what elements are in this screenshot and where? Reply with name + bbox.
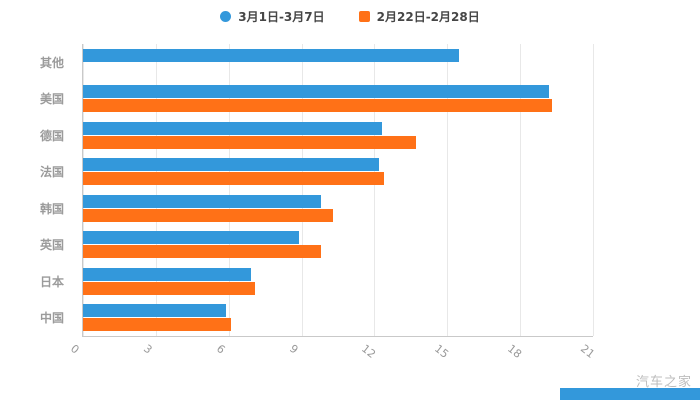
- y-axis-label: 德国: [40, 128, 65, 143]
- plot-area: [82, 44, 594, 337]
- bar-德国-series0[interactable]: [83, 121, 382, 135]
- bar-英国-series1[interactable]: [83, 245, 321, 259]
- bar-中国-series0[interactable]: [83, 304, 227, 318]
- y-axis-label: 中国: [40, 311, 65, 326]
- x-tick-label: 6: [213, 342, 228, 357]
- watermark-bar: [560, 388, 700, 400]
- gridline: [447, 44, 449, 336]
- bar-美国-series0[interactable]: [83, 85, 550, 99]
- gridline: [155, 44, 157, 336]
- y-axis-label: 韩国: [40, 201, 65, 216]
- gridline: [301, 44, 303, 336]
- watermark-text: 汽车之家: [635, 375, 692, 390]
- gridline: [593, 44, 594, 336]
- bar-韩国-series0[interactable]: [83, 194, 321, 208]
- legend-item[interactable]: 2月22日-2月28日: [358, 8, 480, 25]
- bar-日本-series0[interactable]: [83, 267, 251, 281]
- x-tick-label: 3: [140, 342, 155, 357]
- x-tick-label: 9: [286, 342, 301, 357]
- x-tick-label: 12: [359, 342, 379, 361]
- y-axis-label: 英国: [40, 238, 65, 253]
- bar-法国-series0[interactable]: [83, 158, 380, 172]
- bar-日本-series1[interactable]: [83, 281, 256, 295]
- y-axis-label: 日本: [40, 274, 65, 289]
- bar-英国-series0[interactable]: [83, 231, 300, 245]
- bar-中国-series1[interactable]: [83, 318, 232, 332]
- legend-circle-marker-icon: [220, 10, 232, 22]
- bar-美国-series1[interactable]: [83, 99, 552, 113]
- x-tick-label: 15: [432, 342, 452, 361]
- gridline: [228, 44, 230, 336]
- bar-其他-series0[interactable]: [83, 48, 460, 62]
- gridline: [83, 44, 84, 336]
- x-tick-label: 21: [577, 342, 598, 361]
- gridline: [374, 44, 376, 336]
- y-axis-label: 美国: [40, 92, 65, 107]
- x-tick-label: 18: [505, 342, 525, 361]
- y-axis-label: 法国: [40, 165, 65, 180]
- y-axis-label: 其他: [40, 55, 65, 70]
- legend-square-marker-icon: [358, 10, 370, 22]
- x-tick-label: 0: [67, 342, 82, 357]
- bar-法国-series1[interactable]: [83, 172, 385, 186]
- legend-label: 3月1日-3月7日: [238, 9, 325, 24]
- legend-item[interactable]: 3月1日-3月7日: [220, 8, 325, 25]
- legend: 3月1日-3月7日 2月22日-2月28日: [0, 4, 700, 28]
- gridline: [520, 44, 522, 336]
- bar-德国-series1[interactable]: [83, 135, 416, 149]
- bar-韩国-series1[interactable]: [83, 208, 334, 222]
- legend-label: 2月22日-2月28日: [376, 9, 480, 24]
